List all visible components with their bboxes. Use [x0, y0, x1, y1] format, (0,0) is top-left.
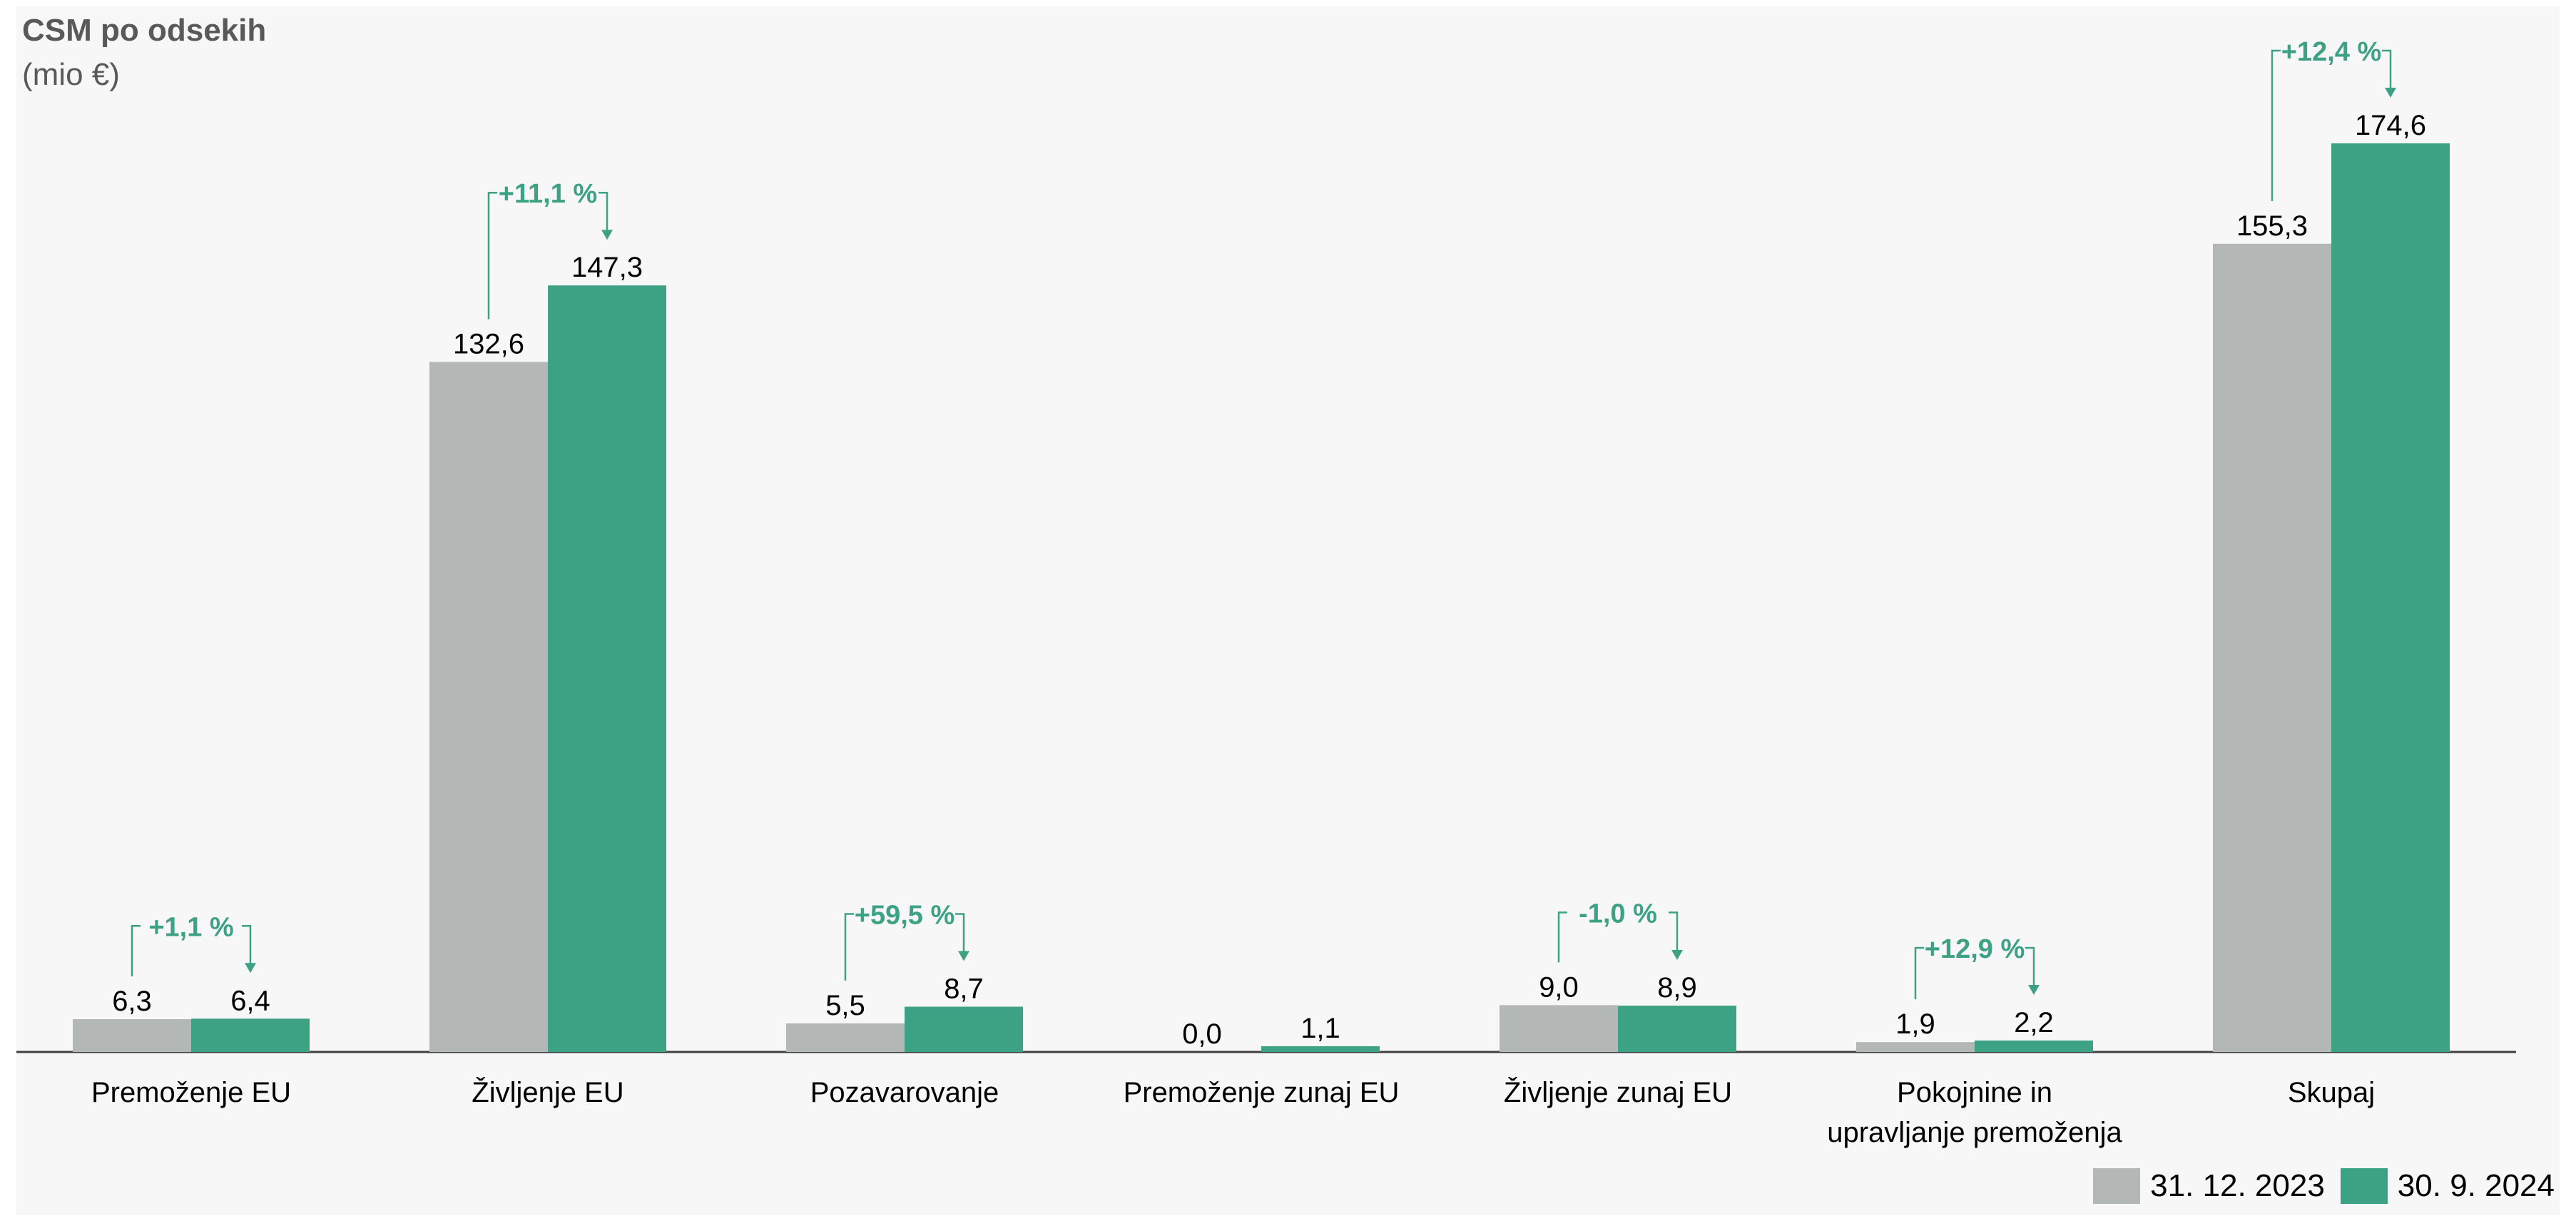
legend: 31. 12. 2023 30. 9. 2024 [2093, 1168, 2555, 1204]
data-label-2023-3: 0,0 [1182, 1018, 1222, 1050]
change-label-0: +1,1 % [148, 912, 233, 942]
data-label-2024-1: 147,3 [571, 252, 643, 283]
change-bracket-right-5 [2025, 946, 2035, 992]
legend-item-2023: 31. 12. 2023 [2093, 1168, 2325, 1204]
chart-title: CSM po odsekih [22, 13, 267, 48]
data-label-2023-5: 1,9 [1895, 1008, 1935, 1040]
change-arrowhead-4 [1671, 950, 1683, 961]
legend-label-2024: 30. 9. 2024 [2397, 1168, 2555, 1203]
legend-swatch-2023 [2093, 1168, 2141, 1204]
change-bracket-left-4 [1557, 911, 1567, 963]
change-bracket-right-0 [242, 925, 252, 971]
bar-2024-3 [1261, 1046, 1380, 1052]
bar-2024-0 [191, 1018, 310, 1052]
data-label-2024-6: 174,6 [2355, 110, 2426, 141]
data-label-2024-4: 8,9 [1657, 972, 1697, 1003]
change-arrowhead-2 [958, 951, 969, 961]
change-label-4: -1,0 % [1579, 899, 1657, 929]
change-label-6: +12,4 % [2281, 37, 2382, 67]
change-arrowhead-0 [245, 963, 256, 974]
change-bracket-left-2 [844, 913, 854, 981]
bar-2024-4 [1618, 1006, 1736, 1052]
bar-chart: 6,3 6,4 Premoženje EU +1,1 % 132,6 147,3 Življ… [16, 37, 2516, 1148]
change-bracket-left-5 [1914, 946, 1924, 1000]
data-label-2024-2: 8,7 [944, 974, 984, 1005]
category-label-0: Premoženje EU [91, 1077, 291, 1108]
bar-2024-1 [548, 285, 666, 1052]
data-label-2023-2: 5,5 [825, 990, 865, 1021]
bar-2023-4 [1500, 1005, 1618, 1052]
change-bracket-left-0 [131, 925, 141, 977]
data-label-2023-4: 9,0 [1539, 971, 1579, 1003]
change-label-1: +11,1 % [499, 179, 597, 209]
legend-swatch-2024 [2340, 1168, 2388, 1204]
change-arrowhead-1 [601, 230, 613, 240]
category-label-5-line-0: Pokojnine in [1897, 1077, 2052, 1108]
category-label-1: Življenje EU [472, 1076, 623, 1108]
category-label-6: Skupaj [2288, 1077, 2375, 1108]
change-bracket-right-6 [2382, 49, 2392, 95]
bar-2023-5 [1856, 1042, 1975, 1052]
change-arrowhead-5 [2028, 984, 2040, 995]
category-label-4: Življenje zunaj EU [1504, 1076, 1732, 1108]
bar-2023-2 [786, 1023, 905, 1052]
data-label-2024-3: 1,1 [1300, 1013, 1340, 1044]
change-arrowhead-6 [2385, 88, 2396, 98]
data-label-2023-0: 6,3 [112, 986, 152, 1017]
data-label-2024-0: 6,4 [230, 985, 270, 1016]
bar-2024-5 [1975, 1040, 2093, 1052]
change-bracket-right-4 [1669, 911, 1679, 958]
chart-subtitle: (mio €) [22, 57, 120, 92]
change-label-2: +59,5 % [855, 901, 955, 931]
chart-area: 6,3 6,4 Premoženje EU +1,1 % 132,6 147,3 Življ… [16, 6, 2560, 1215]
data-label-2024-5: 2,2 [2014, 1007, 2054, 1038]
bar-2024-2 [905, 1006, 1023, 1052]
category-label-2: Pozavarovanje [810, 1077, 999, 1108]
change-bracket-right-2 [955, 913, 965, 959]
change-bracket-left-6 [2271, 49, 2281, 201]
legend-label-2023: 31. 12. 2023 [2150, 1168, 2325, 1203]
category-label-3: Premoženje zunaj EU [1124, 1077, 1400, 1108]
change-label-5: +12,9 % [1925, 934, 2025, 964]
data-label-2023-1: 132,6 [453, 328, 524, 359]
legend-item-2024: 30. 9. 2024 [2340, 1168, 2555, 1204]
data-label-2023-6: 155,3 [2236, 210, 2308, 242]
bar-2023-1 [429, 362, 548, 1053]
bar-2023-0 [73, 1019, 191, 1052]
category-label-5-line-1: upravljanje premoženja [1827, 1117, 2122, 1148]
change-bracket-right-1 [599, 191, 609, 237]
bar-2024-6 [2331, 143, 2450, 1052]
bar-2023-6 [2213, 243, 2331, 1052]
change-bracket-left-1 [487, 191, 497, 320]
